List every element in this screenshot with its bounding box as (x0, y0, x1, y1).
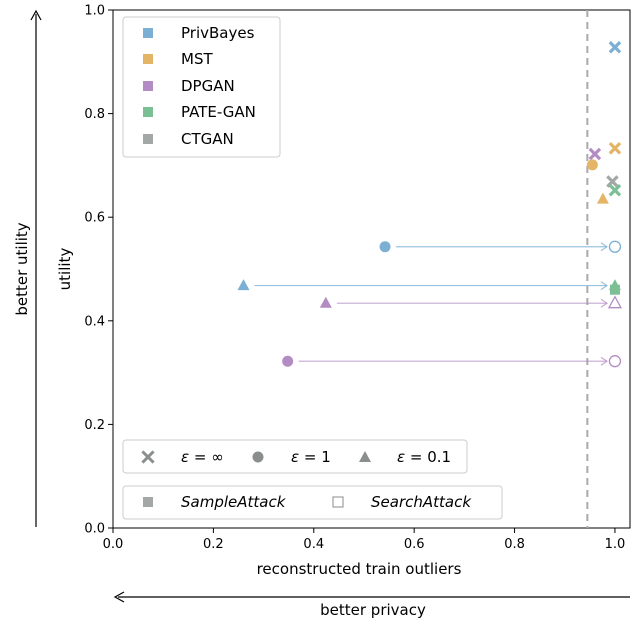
legend-swatch-dpgan (143, 81, 153, 91)
point-dpgan-x (588, 147, 602, 161)
point-dpgan-triangle (319, 296, 332, 308)
legend-label-search-attack: SearchAttack (371, 493, 472, 511)
legend-marker-open-square (332, 496, 344, 508)
point-mst-triangle (596, 192, 609, 204)
x-axis-label: reconstructed train outliers (257, 560, 462, 578)
x-axis-ticks: 0.0 0.2 0.4 0.6 0.8 1.0 (103, 528, 626, 552)
better-privacy-arrowhead (113, 591, 125, 603)
point-ctgan-x (606, 175, 619, 188)
method-legend-box (122, 16, 281, 158)
point-privbayes-circle (608, 240, 622, 253)
point-dpgan-triangle (607, 295, 623, 309)
point-dpgan-circle (282, 355, 294, 367)
legend-swatch-pate-gan (143, 107, 153, 117)
arrow-head (600, 281, 609, 291)
x-tick-label: 1.0 (605, 537, 626, 552)
x-tick-label: 0.2 (203, 537, 224, 552)
legend-label-eps-01-symbol: ε (397, 448, 405, 466)
attack-legend-box (122, 485, 503, 520)
legend-label-eps-01-value: = 0.1 (405, 448, 451, 466)
plot-frame (112, 9, 631, 529)
method-legend: PrivBayes MST DPGAN PATE-GAN CTGAN (122, 16, 281, 158)
better-utility-arrowhead (30, 9, 42, 21)
legend-label-eps-1-value: = 1 (299, 448, 331, 466)
arrow-head (600, 356, 609, 366)
y-tick-label: 0.6 (84, 211, 105, 226)
legend-label-eps-01: ε = 0.1 (397, 448, 451, 466)
legend-label-sample-attack: SampleAttack (181, 493, 287, 511)
point-privbayes-triangle (237, 279, 250, 291)
better-privacy-label: better privacy (320, 601, 426, 619)
legend-label-mst: MST (181, 50, 213, 68)
y-tick-label: 0.8 (84, 107, 105, 122)
legend-label-eps-1: ε = 1 (291, 448, 331, 466)
legend-label-eps-inf: ε = ∞ (181, 448, 224, 466)
point-privbayes-circle (379, 241, 391, 253)
legend-label-pate-gan: PATE-GAN (181, 103, 256, 121)
arrow-head (600, 242, 609, 252)
data-points (237, 41, 623, 368)
point-privbayes-x (608, 41, 622, 54)
legend-marker-filled-square (143, 497, 153, 507)
point-dpgan-circle (608, 355, 622, 368)
point-mst-circle (586, 159, 598, 171)
point-mst-x (608, 142, 622, 155)
x-tick-label: 0.4 (303, 537, 324, 552)
legend-label-ctgan: CTGAN (181, 130, 234, 148)
point-pate-gan-square (609, 284, 620, 295)
legend-label-privbayes: PrivBayes (181, 24, 255, 42)
y-tick-label: 1.0 (84, 4, 105, 19)
x-tick-label: 0.0 (103, 537, 124, 552)
y-axis-ticks: 0.0 0.2 0.4 0.6 0.8 1.0 (84, 4, 113, 537)
attack-legend: SampleAttack SearchAttack (122, 485, 503, 520)
legend-label-dpgan: DPGAN (181, 77, 235, 95)
legend-marker-triangle (359, 451, 371, 462)
improvement-arrows (254, 242, 609, 366)
legend-swatch-privbayes (143, 28, 153, 38)
legend-label-eps-inf-value: = ∞ (189, 448, 224, 466)
y-tick-label: 0.0 (84, 522, 105, 537)
point-pate-gan-x (608, 184, 622, 197)
x-tick-label: 0.6 (404, 537, 425, 552)
arrow-head (600, 298, 609, 308)
epsilon-legend-box (122, 439, 468, 474)
legend-marker-x (141, 450, 155, 464)
legend-swatch-ctgan (143, 134, 153, 144)
better-utility-label: better utility (13, 222, 31, 315)
y-axis-label: utility (56, 248, 74, 291)
y-tick-label: 0.2 (84, 418, 105, 433)
legend-label-eps-1-symbol: ε (291, 448, 299, 466)
x-tick-label: 0.8 (504, 537, 525, 552)
legend-label-eps-inf-symbol: ε (181, 448, 189, 466)
legend-marker-circle (252, 451, 264, 463)
y-tick-label: 0.4 (84, 314, 105, 329)
legend-swatch-mst (143, 54, 153, 64)
epsilon-legend: ε = ∞ ε = 1 ε = 0.1 (122, 439, 468, 474)
